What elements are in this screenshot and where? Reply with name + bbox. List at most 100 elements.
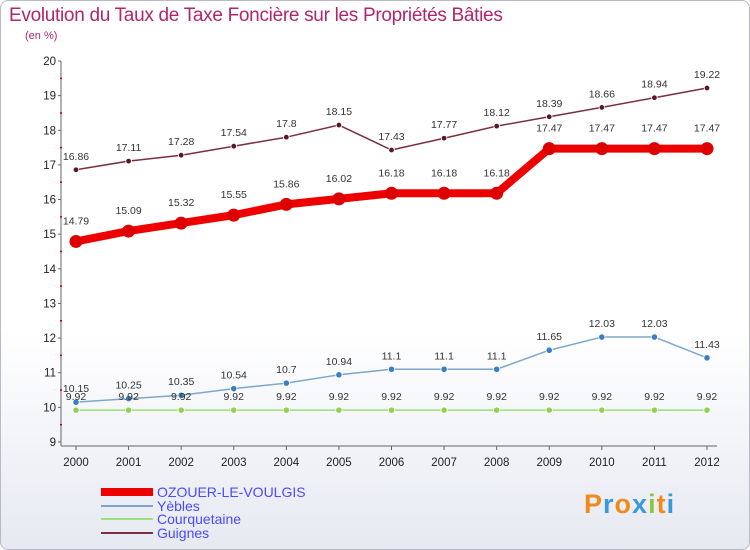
y-tick-label: 15	[43, 229, 56, 241]
data-point	[651, 94, 658, 101]
data-label: 10.15	[63, 383, 89, 395]
data-point	[282, 379, 290, 387]
data-point	[283, 133, 290, 141]
data-point	[335, 406, 343, 414]
data-point	[493, 406, 501, 414]
data-point	[598, 104, 606, 111]
y-tick-label: 14	[43, 264, 56, 276]
y-tick-label: 19	[43, 91, 56, 103]
data-label: 9.92	[697, 391, 718, 403]
data-point	[388, 146, 395, 154]
data-label: 16.18	[431, 167, 457, 179]
data-label: 16.02	[326, 173, 352, 185]
data-point	[545, 406, 553, 414]
data-point	[230, 406, 238, 414]
data-point	[124, 395, 133, 403]
proxiti-logo: Proxiti	[584, 489, 675, 520]
data-point	[703, 84, 711, 92]
y-tick-label: 11	[44, 368, 56, 380]
data-label: 9.92	[644, 391, 665, 403]
legend-label: OZOUER-LE-VOULGIS	[157, 484, 306, 500]
legend-swatch	[101, 488, 153, 496]
data-point	[703, 354, 711, 362]
data-label: 17.54	[221, 127, 247, 139]
data-label: 10.35	[168, 376, 194, 388]
legend-label: Courquetaine	[157, 511, 242, 527]
data-point	[598, 333, 606, 341]
data-point	[122, 224, 136, 238]
data-point	[335, 371, 343, 379]
data-label: 9.92	[381, 391, 402, 403]
logo-letter: o	[614, 489, 633, 519]
data-label: 16.18	[484, 167, 510, 179]
data-label: 11.1	[487, 350, 507, 362]
data-point	[282, 406, 290, 414]
data-label: 9.92	[539, 391, 560, 403]
data-point	[332, 192, 346, 206]
data-label: 18.66	[589, 88, 615, 100]
x-tick-label: 2007	[431, 457, 457, 469]
data-label: 10.25	[115, 380, 141, 392]
data-point	[174, 216, 188, 230]
legend-label: Guignes	[157, 524, 210, 541]
data-point	[385, 186, 398, 200]
data-label: 17.8	[276, 118, 297, 130]
data-label: 17.47	[536, 123, 562, 135]
data-label: 9.92	[276, 391, 297, 403]
data-point	[387, 365, 396, 373]
x-tick-label: 2008	[484, 457, 510, 469]
data-point	[279, 197, 293, 211]
data-label: 17.43	[378, 131, 404, 143]
data-point	[440, 135, 448, 142]
data-label: 11.1	[434, 350, 454, 362]
data-point	[72, 166, 80, 173]
x-tick-label: 2000	[63, 457, 89, 469]
data-point	[440, 406, 448, 414]
legend-swatch	[101, 531, 153, 534]
data-point	[595, 142, 609, 156]
y-tick-label: 20	[43, 56, 56, 68]
data-label: 9.92	[434, 391, 455, 403]
y-tick-label: 13	[43, 298, 56, 310]
data-point	[230, 143, 237, 150]
data-label: 17.47	[694, 123, 720, 135]
data-label: 9.92	[171, 391, 192, 403]
logo-letter: P	[584, 489, 604, 519]
data-label: 17.47	[641, 123, 667, 135]
logo-letter: r	[603, 489, 615, 519]
data-label: 16.86	[63, 151, 89, 163]
x-axis: 2000 2001 2002 2003 2004 2005 2006 2007 2008 2009…	[61, 445, 720, 469]
chart-title: Evolution du Taux de Taxe Foncière sur l…	[9, 5, 503, 26]
data-label: 9.92	[224, 391, 245, 403]
data-label: 15.09	[115, 205, 141, 217]
data-point	[125, 157, 132, 165]
data-point	[700, 142, 714, 156]
data-point	[72, 406, 80, 414]
logo-letter: x	[632, 489, 649, 519]
data-point	[72, 398, 80, 406]
data-point	[542, 142, 556, 156]
x-tick-label: 2010	[589, 457, 615, 469]
data-labels: 16.86 17.11 17.28 17.54 17.8 18.15 17.43 17.77 1…	[63, 69, 720, 403]
legend-swatch	[101, 518, 153, 520]
data-label: 17.11	[116, 142, 142, 154]
data-label: 11.1	[382, 350, 402, 362]
x-tick-label: 2006	[379, 457, 405, 469]
data-label: 9.92	[486, 391, 507, 403]
x-tick-label: 2001	[116, 457, 142, 469]
x-tick-label: 2005	[326, 457, 352, 469]
data-point	[335, 121, 343, 129]
y-tick-label: 10	[43, 402, 56, 414]
data-label: 9.92	[592, 391, 613, 403]
data-point	[647, 142, 661, 156]
data-label: 18.94	[641, 79, 667, 91]
data-label: 15.86	[273, 178, 299, 190]
data-label: 10.54	[221, 370, 247, 382]
data-point	[490, 186, 504, 200]
data-point	[598, 406, 606, 414]
data-label: 15.55	[221, 189, 247, 201]
data-label: 16.18	[378, 167, 404, 179]
data-point	[177, 406, 185, 414]
